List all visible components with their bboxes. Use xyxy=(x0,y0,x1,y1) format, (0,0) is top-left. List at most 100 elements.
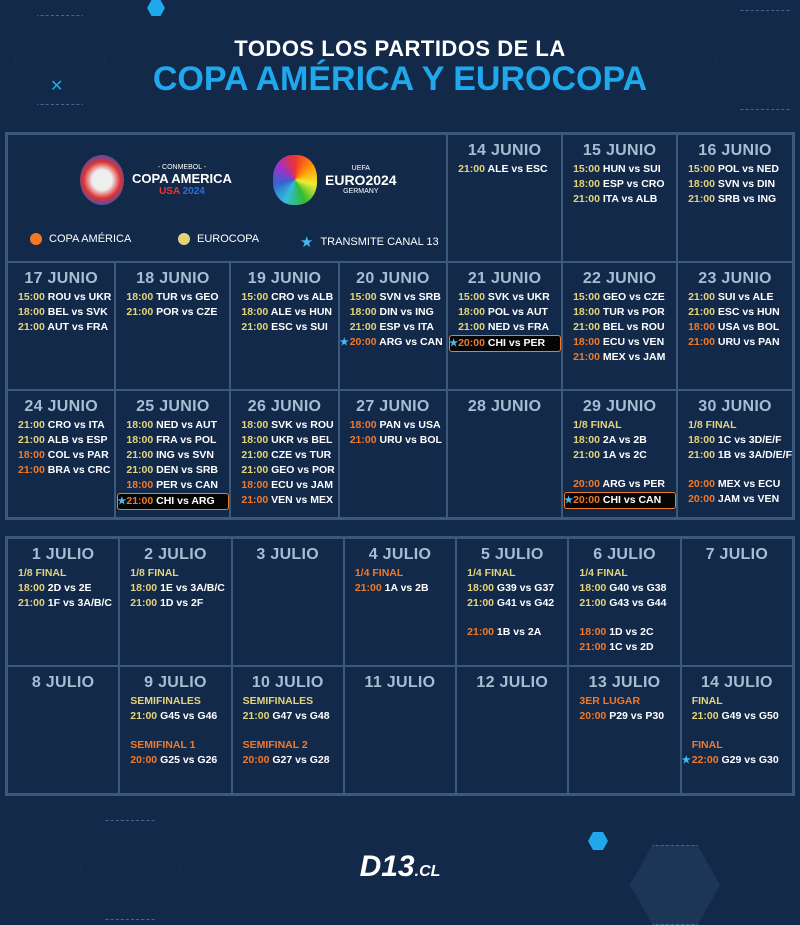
day-cell: 7 JULIO xyxy=(680,538,793,666)
match-time: 21:00 xyxy=(467,626,494,638)
match-teams: 1D vs 2F xyxy=(160,597,204,609)
match-row: 21:00 BRA vs CRC xyxy=(18,463,114,478)
day-title: 22 JUNIO xyxy=(582,270,657,287)
day-cell: 29 JUNIO 1/8 FINAL 18:00 2A vs 2B 21:00 1A … xyxy=(562,390,678,518)
match-teams: AUT vs FRA xyxy=(47,321,109,333)
match-time: 21:00 xyxy=(458,163,485,175)
match-row: 21:00 DEN vs SRB xyxy=(126,463,229,478)
day-title: 23 JUNIO xyxy=(698,270,772,287)
match-time: 18:00 xyxy=(688,434,715,446)
copa-logo-year: 2024 xyxy=(182,185,205,197)
match-teams: CHI vs ARG xyxy=(156,495,215,507)
match-teams: ING vs SVN xyxy=(156,449,214,461)
match-time: 18:00 xyxy=(349,419,377,431)
copa-america-logo: - CONMEBOL - COPA AMERICA USA 2024 xyxy=(80,155,232,205)
match-row: 20:00 G27 vs G28 xyxy=(243,753,343,768)
star-icon: ★ xyxy=(300,234,314,251)
match-teams: URU vs BOL xyxy=(379,434,442,446)
legend-label: TRANSMITE CANAL 13 xyxy=(320,236,439,248)
match-time: 18:00 xyxy=(688,321,715,333)
star-icon: ★ xyxy=(681,755,691,766)
stage-label: 1/8 FINAL xyxy=(18,567,67,579)
match-time: 21:00 xyxy=(573,449,600,461)
match-time: 18:00 xyxy=(573,306,600,318)
match-row: 18:00 BEL vs SVK xyxy=(18,305,114,320)
day-title: 27 JUNIO xyxy=(356,398,430,415)
day-cell: 5 JULIO 1/4 FINAL 18:00 G39 vs G37 21:00 G4… xyxy=(456,538,569,666)
match-time: 21:00 xyxy=(688,449,715,461)
day-cell: 11 JULIO xyxy=(343,666,457,794)
match-time: 21:00 xyxy=(241,494,269,506)
stage-label: FINAL xyxy=(691,695,723,707)
copa-logo-top: - CONMEBOL - xyxy=(157,163,207,171)
match-time: 21:00 xyxy=(688,291,715,303)
match-row: 21:00 ESC vs SUI xyxy=(241,320,337,335)
day-title: 6 JULIO xyxy=(593,546,656,563)
match-time: 20:00 xyxy=(458,337,485,349)
match-teams: CHI vs PER xyxy=(487,337,546,349)
match-row: ★ 20:00 CHI vs CAN xyxy=(564,492,677,509)
match-row: 21:00 ITA vs ALB xyxy=(573,192,676,207)
match-row: 18:00 ECU vs JAM xyxy=(241,478,337,493)
match-teams: MEX vs ECU xyxy=(717,478,781,490)
match-row: 18:00 ECU vs VEN xyxy=(573,335,676,350)
match-teams: G45 vs G46 xyxy=(160,710,218,722)
match-teams: VEN vs MEX xyxy=(271,494,333,506)
match-teams: G29 vs G30 xyxy=(721,754,779,766)
day-cell: 20 JUNIO 15:00 SVN vs SRB 18:00 DIN vs ING… xyxy=(338,262,448,390)
match-row: 15:00 HUN vs SUI xyxy=(573,162,676,177)
match-teams: 1B vs 3A/D/E/F xyxy=(717,449,792,461)
spacer xyxy=(467,611,567,625)
day-cell: 28 JUNIO xyxy=(447,390,563,518)
day-cell: 22 JUNIO 15:00 GEO vs CZE 18:00 TUR vs POR… xyxy=(562,262,678,390)
stage-label: 1/8 FINAL xyxy=(130,567,179,579)
match-row: 18:00 TUR vs POR xyxy=(573,305,676,320)
day-cell: 15 JUNIO 15:00 HUN vs SUI 18:00 ESP vs CRO… xyxy=(562,134,678,262)
match-time: 21:00 xyxy=(573,351,600,363)
day-title: 4 JULIO xyxy=(368,546,432,563)
day-cell: 21 JUNIO 15:00 SVK vs UKR 18:00 POL vs AUT… xyxy=(447,262,563,390)
day-cell: 19 JUNIO 15:00 CRO vs ALB 18:00 ALE vs HUN… xyxy=(230,262,339,390)
match-time: 21:00 xyxy=(573,193,600,205)
day-cell: 6 JULIO 1/4 FINAL 18:00 G40 vs G38 21:00 G4… xyxy=(568,538,681,666)
match-teams: ARG vs PER xyxy=(602,478,665,490)
legend-canal13: ★ TRANSMITE CANAL 13 xyxy=(300,233,439,251)
match-time: 20:00 xyxy=(579,710,607,722)
match-time: 21:00 xyxy=(691,710,719,722)
match-row: 21:00 MEX vs JAM xyxy=(573,350,676,365)
match-teams: 2D vs 2E xyxy=(47,582,92,594)
match-row: 18:00 2A vs 2B xyxy=(573,433,676,448)
match-time: 18:00 xyxy=(126,479,154,491)
day-cell: 9 JULIO SEMIFINALES 21:00 G45 vs G46 SEMIFI… xyxy=(119,666,232,794)
match-time: 20:00 xyxy=(688,493,715,505)
match-teams: 1C vs 3D/E/F xyxy=(717,434,782,446)
day-title: 21 JUNIO xyxy=(467,270,542,287)
star-icon: ★ xyxy=(564,495,574,506)
match-row: 21:00 BEL vs ROU xyxy=(573,320,676,335)
match-row: 18:00 NED vs AUT xyxy=(126,418,229,433)
match-row: 18:00 PER vs CAN xyxy=(126,478,229,493)
match-teams: ESC vs SUI xyxy=(271,321,328,333)
match-row: 18:00 COL vs PAR xyxy=(18,448,114,463)
match-teams: ESP vs CRO xyxy=(602,178,665,190)
match-teams: POL vs AUT xyxy=(487,306,548,318)
hexagon-decoration xyxy=(15,15,105,105)
match-teams: MEX vs JAM xyxy=(602,351,666,363)
match-time: 15:00 xyxy=(458,291,485,303)
day-cell: 12 JULIO xyxy=(456,666,569,794)
match-row: 15:00 ROU vs UKR xyxy=(18,290,114,305)
match-time: 20:00 xyxy=(242,754,270,766)
copa-logo-name: COPA AMERICA xyxy=(132,170,232,186)
match-teams: CZE vs TUR xyxy=(271,449,332,461)
match-teams: CRO vs ALB xyxy=(271,291,334,303)
match-time: 21:00 xyxy=(126,464,154,476)
euro-emblem xyxy=(273,155,317,205)
match-time: 18:00 xyxy=(349,306,377,318)
legend-label: EUROCOPA xyxy=(197,233,260,245)
match-row: 21:00 1C vs 2D xyxy=(579,640,679,655)
hexagon-decoration xyxy=(147,0,165,16)
match-teams: ECU vs JAM xyxy=(271,479,333,491)
match-teams: SVN vs SRB xyxy=(379,291,441,303)
day-title: 20 JUNIO xyxy=(356,270,430,287)
match-row: 18:00 G40 vs G38 xyxy=(579,581,679,596)
